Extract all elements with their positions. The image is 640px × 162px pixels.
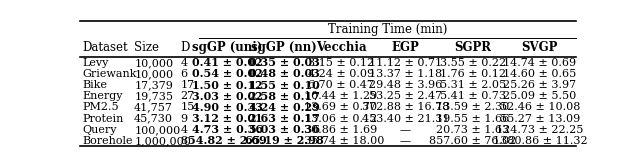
Text: 13.69 ± 0.70: 13.69 ± 0.70 xyxy=(305,102,378,112)
Text: 52.46 ± 10.08: 52.46 ± 10.08 xyxy=(500,102,580,112)
Text: Bike: Bike xyxy=(83,80,108,90)
Text: 41,757: 41,757 xyxy=(134,102,173,112)
Text: 0.41 ± 0.02: 0.41 ± 0.02 xyxy=(192,57,262,68)
Text: 1.50 ± 0.12: 1.50 ± 0.12 xyxy=(192,80,262,91)
Text: 0.54 ± 0.02: 0.54 ± 0.02 xyxy=(192,68,262,79)
Text: 4: 4 xyxy=(180,58,188,68)
Text: PM2.5: PM2.5 xyxy=(83,102,119,112)
Text: 55.27 ± 13.09: 55.27 ± 13.09 xyxy=(500,114,580,124)
Text: —: — xyxy=(400,125,411,135)
Text: 3.12 ± 0.01: 3.12 ± 0.01 xyxy=(192,113,262,124)
Text: 453.40 ± 21.31: 453.40 ± 21.31 xyxy=(362,114,449,124)
Text: 10.44 ± 1.29: 10.44 ± 1.29 xyxy=(304,91,378,101)
Text: 5.31 ± 2.05: 5.31 ± 2.05 xyxy=(440,80,506,90)
Text: 25.26 ± 3.97: 25.26 ± 3.97 xyxy=(503,80,577,90)
Text: 4.24 ± 0.09: 4.24 ± 0.09 xyxy=(308,69,374,79)
Text: 4.73 ± 0.36: 4.73 ± 0.36 xyxy=(192,124,263,135)
Text: 53.25 ± 2.47: 53.25 ± 2.47 xyxy=(369,91,442,101)
Text: 45,730: 45,730 xyxy=(134,114,173,124)
Text: 13.06 ± 0.12: 13.06 ± 0.12 xyxy=(304,114,378,124)
Text: Size: Size xyxy=(134,41,159,54)
Text: 17: 17 xyxy=(180,80,195,90)
Text: 14.74 ± 0.69: 14.74 ± 0.69 xyxy=(503,58,577,68)
Text: 235.74 ± 18.00: 235.74 ± 18.00 xyxy=(297,136,385,146)
Text: 13.59 ± 2.30: 13.59 ± 2.30 xyxy=(436,102,509,112)
Text: D: D xyxy=(180,41,190,54)
Text: 1,000,000: 1,000,000 xyxy=(134,136,191,146)
Text: 1.55 ± 0.10: 1.55 ± 0.10 xyxy=(249,80,319,91)
Text: 30.86 ± 1.69: 30.86 ± 1.69 xyxy=(304,125,378,135)
Text: 0.48 ± 0.03: 0.48 ± 0.03 xyxy=(249,68,319,79)
Text: Query: Query xyxy=(83,125,117,135)
Text: 54.82 ± 2.69: 54.82 ± 2.69 xyxy=(188,135,267,146)
Text: 15: 15 xyxy=(180,102,195,112)
Text: 100,000: 100,000 xyxy=(134,125,180,135)
Text: 17,379: 17,379 xyxy=(134,80,173,90)
Text: 9: 9 xyxy=(180,114,188,124)
Text: SVGP: SVGP xyxy=(522,41,558,54)
Text: 3.03 ± 0.02: 3.03 ± 0.02 xyxy=(192,91,262,102)
Text: 124.73 ± 22.25: 124.73 ± 22.25 xyxy=(496,125,584,135)
Text: 4.90 ± 0.33: 4.90 ± 0.33 xyxy=(192,102,263,113)
Text: 5.03 ± 0.36: 5.03 ± 0.36 xyxy=(248,124,319,135)
Text: 1380.86 ± 11.32: 1380.86 ± 11.32 xyxy=(493,136,587,146)
Text: 10,000: 10,000 xyxy=(134,69,173,79)
Text: 3.55 ± 0.22: 3.55 ± 0.22 xyxy=(440,58,506,68)
Text: sgGP (nn): sgGP (nn) xyxy=(252,41,317,54)
Text: 10,000: 10,000 xyxy=(134,58,173,68)
Text: EGP: EGP xyxy=(392,41,419,54)
Text: Vecchia: Vecchia xyxy=(316,41,366,54)
Text: SGPR: SGPR xyxy=(454,41,491,54)
Text: Energy: Energy xyxy=(83,91,123,101)
Text: 25.09 ± 5.50: 25.09 ± 5.50 xyxy=(503,91,577,101)
Text: 11.12 ± 0.71: 11.12 ± 0.71 xyxy=(369,58,442,68)
Text: Dataset: Dataset xyxy=(83,41,128,54)
Text: 19,735: 19,735 xyxy=(134,91,173,101)
Text: 8: 8 xyxy=(180,136,188,146)
Text: Training Time (min): Training Time (min) xyxy=(328,23,447,36)
Text: 372.88 ± 16.78: 372.88 ± 16.78 xyxy=(362,102,449,112)
Text: 4.24 ± 0.29: 4.24 ± 0.29 xyxy=(249,102,319,113)
Text: 0.35 ± 0.03: 0.35 ± 0.03 xyxy=(249,57,319,68)
Text: —: — xyxy=(400,136,411,146)
Text: Levy: Levy xyxy=(83,58,109,68)
Text: 857.60 ± 76.02: 857.60 ± 76.02 xyxy=(429,136,516,146)
Text: 65.19 ± 2.98: 65.19 ± 2.98 xyxy=(244,135,323,146)
Text: 2.58 ± 0.17: 2.58 ± 0.17 xyxy=(249,91,319,102)
Text: 6.70 ± 0.47: 6.70 ± 0.47 xyxy=(308,80,374,90)
Text: 2.63 ± 0.17: 2.63 ± 0.17 xyxy=(249,113,319,124)
Text: Protein: Protein xyxy=(83,114,124,124)
Text: Borehole: Borehole xyxy=(83,136,133,146)
Text: 3.15 ± 0.12: 3.15 ± 0.12 xyxy=(308,58,374,68)
Text: 19.55 ± 1.66: 19.55 ± 1.66 xyxy=(436,114,509,124)
Text: 13.37 ± 1.18: 13.37 ± 1.18 xyxy=(369,69,442,79)
Text: 20.73 ± 1.63: 20.73 ± 1.63 xyxy=(436,125,509,135)
Text: 1.76 ± 0.12: 1.76 ± 0.12 xyxy=(440,69,506,79)
Text: 14.60 ± 0.65: 14.60 ± 0.65 xyxy=(503,69,577,79)
Text: sgGP (uni): sgGP (uni) xyxy=(192,41,262,54)
Text: 29.48 ± 3.96: 29.48 ± 3.96 xyxy=(369,80,442,90)
Text: Griewank: Griewank xyxy=(83,69,137,79)
Text: 5.41 ± 0.73: 5.41 ± 0.73 xyxy=(440,91,506,101)
Text: 27: 27 xyxy=(180,91,195,101)
Text: 6: 6 xyxy=(180,69,188,79)
Text: 4: 4 xyxy=(180,125,188,135)
